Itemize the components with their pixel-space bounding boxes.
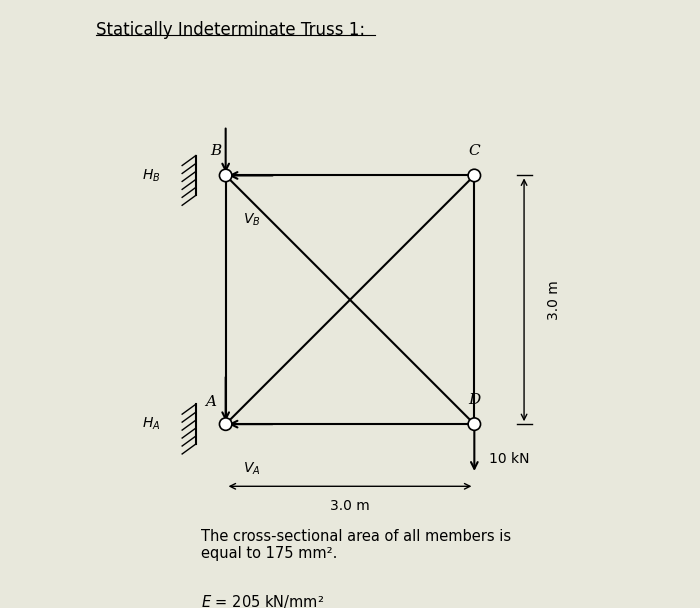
Text: B: B — [210, 144, 221, 158]
Text: C: C — [468, 144, 480, 158]
Text: $H_A$: $H_A$ — [142, 416, 160, 432]
Text: Statically Indeterminate Truss 1:: Statically Indeterminate Truss 1: — [97, 21, 365, 40]
Circle shape — [468, 418, 481, 430]
Text: A: A — [205, 395, 216, 409]
Text: 10 kN: 10 kN — [489, 452, 530, 466]
Text: 3.0 m: 3.0 m — [547, 280, 561, 320]
Text: $V_B$: $V_B$ — [243, 212, 260, 229]
Text: The cross-sectional area of all members is
equal to 175 mm².: The cross-sectional area of all members … — [201, 528, 511, 561]
Text: D: D — [468, 393, 480, 407]
Circle shape — [468, 169, 481, 182]
Text: $E$ = 205 kN/mm²: $E$ = 205 kN/mm² — [201, 593, 324, 608]
Circle shape — [219, 418, 232, 430]
Circle shape — [219, 169, 232, 182]
Text: $V_A$: $V_A$ — [243, 461, 260, 477]
Text: 3.0 m: 3.0 m — [330, 499, 370, 513]
Text: $H_B$: $H_B$ — [142, 167, 160, 184]
